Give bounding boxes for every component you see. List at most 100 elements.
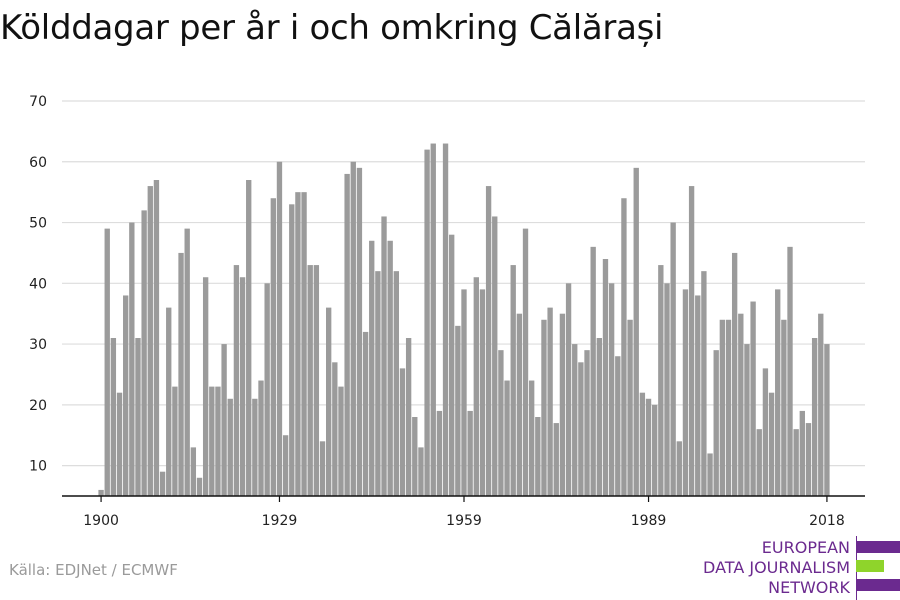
bar-1904: [123, 295, 129, 496]
bar-1906: [135, 338, 141, 496]
y-tick-label: 70: [29, 94, 47, 110]
bar-1956: [442, 143, 449, 497]
bar-1976: [565, 283, 572, 496]
bar-1945: [375, 271, 381, 496]
bar-1987: [633, 167, 639, 496]
bar-1974: [553, 423, 559, 496]
bar-1935: [313, 265, 320, 496]
x-axis-ticks: 1900 1929 1959 1989 2018: [83, 496, 845, 529]
bar-2000: [713, 350, 719, 496]
bar-1979: [584, 350, 590, 496]
bar-1986: [627, 319, 633, 496]
y-tick-label: 10: [29, 459, 47, 475]
bar-1901: [104, 228, 110, 496]
bar-2003: [731, 252, 738, 496]
bar-1957: [449, 234, 455, 496]
bar-1963: [485, 186, 492, 496]
bar-1951: [412, 417, 418, 496]
edjnet-logo: EUROPEAN DATA JOURNALISM NETWORK: [700, 536, 900, 600]
bar-1950: [405, 338, 412, 496]
bar-1934: [307, 265, 313, 496]
bar-1981: [596, 338, 602, 496]
bar-1927: [264, 283, 270, 496]
bar-2002: [725, 319, 732, 496]
x-tick-label: 1900: [83, 513, 119, 529]
bar-1949: [399, 368, 406, 496]
bar-2010: [775, 289, 781, 496]
bar-1992: [664, 283, 670, 496]
source-note: Källa: EDJNet / ECMWF: [9, 561, 178, 579]
y-tick-label: 50: [29, 216, 47, 232]
bar-1975: [559, 313, 566, 496]
bar-2013: [793, 429, 799, 496]
bar-1925: [252, 398, 258, 496]
bar-1971: [535, 417, 541, 496]
bars: [98, 143, 830, 497]
bar-1998: [701, 271, 707, 496]
x-tick-label: 1989: [631, 513, 667, 529]
y-tick-label: 30: [29, 337, 47, 353]
bar-1913: [178, 252, 184, 496]
bar-1903: [116, 392, 123, 496]
bar-1931: [289, 204, 295, 496]
bar-1908: [147, 186, 153, 496]
x-tick-label: 1959: [446, 513, 482, 529]
bar-1969: [522, 228, 529, 496]
bar-1995: [682, 289, 689, 496]
bar-1983: [608, 283, 615, 496]
bar-2007: [756, 429, 762, 496]
bar-1933: [301, 192, 307, 496]
bar-1914: [184, 228, 190, 496]
bar-2016: [811, 338, 818, 496]
bar-2011: [781, 319, 787, 496]
bar-1918: [209, 386, 215, 496]
bar-1993: [670, 222, 676, 497]
bar-1982: [602, 259, 609, 496]
bar-1946: [381, 216, 387, 496]
bar-2012: [787, 246, 793, 496]
bar-1962: [479, 289, 486, 496]
bar-1916: [196, 477, 203, 496]
bar-1991: [658, 265, 664, 496]
bar-2004: [738, 313, 744, 496]
bar-1961: [473, 277, 479, 496]
bar-1968: [516, 313, 523, 496]
logo-line-3: NETWORK: [768, 578, 850, 597]
y-tick-label: 40: [29, 276, 47, 292]
bar-2008: [762, 368, 769, 496]
bar-1941: [350, 161, 356, 496]
bar-1923: [239, 277, 246, 496]
bar-1973: [547, 307, 553, 496]
bar-1955: [436, 410, 443, 496]
bar-1919: [215, 386, 221, 496]
bar-1900: [98, 489, 104, 496]
bar-1926: [258, 380, 264, 496]
bar-1953: [424, 149, 430, 496]
chart-title: Kölddagar per år i och omkring Călărași: [0, 8, 664, 48]
y-tick-label: 20: [29, 398, 47, 414]
bar-1994: [676, 441, 682, 496]
bar-1972: [541, 319, 547, 496]
bar-1939: [338, 386, 344, 496]
bar-1964: [492, 216, 498, 496]
bar-1942: [356, 167, 363, 496]
bar-1965: [498, 350, 504, 496]
bar-1999: [707, 453, 713, 496]
bar-1924: [246, 180, 252, 496]
logo-line-1: EUROPEAN: [761, 538, 850, 557]
bar-1937: [326, 307, 332, 496]
bar-1988: [639, 392, 646, 496]
bar-1902: [110, 338, 117, 496]
bar-1989: [645, 398, 652, 496]
bar-1929: [276, 161, 283, 496]
bar-1928: [270, 198, 276, 497]
bar-1960: [467, 410, 473, 496]
bar-1967: [510, 265, 516, 496]
bar-1915: [190, 447, 197, 496]
logo-line-2: DATA JOURNALISM: [703, 558, 850, 577]
bar-1932: [295, 192, 301, 496]
bar-1985: [621, 198, 627, 497]
bar-1970: [528, 380, 535, 496]
bar-1920: [221, 344, 227, 496]
